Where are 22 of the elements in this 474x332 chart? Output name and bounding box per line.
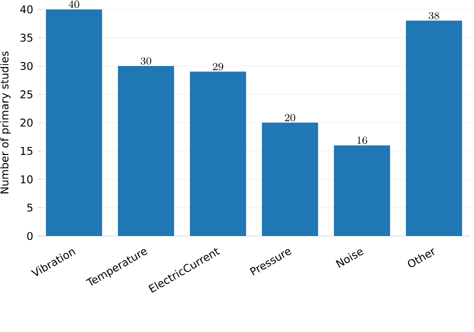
y-tick-label: 25 [20, 90, 32, 98]
y-tick-label: 0 [27, 232, 33, 240]
bar [118, 66, 174, 236]
data-label: 16 [357, 136, 368, 144]
bar [190, 72, 246, 236]
bar [334, 145, 390, 236]
y-axis-title: Number of primary studies [0, 51, 11, 194]
y-tick-label: 5 [27, 204, 32, 212]
data-label: 40 [68, 0, 80, 8]
y-tick-label: 40 [20, 5, 33, 14]
data-label: 30 [140, 57, 152, 65]
data-label: 29 [212, 62, 224, 70]
data-label: 38 [428, 12, 440, 20]
bar [406, 20, 462, 236]
bar [262, 122, 318, 236]
bar [46, 9, 102, 236]
y-tick-label: 20 [20, 118, 33, 127]
y-tick-label: 10 [20, 175, 33, 184]
y-tick-label: 15 [20, 147, 32, 155]
y-tick-label: 35 [20, 34, 32, 42]
y-tick-label: 30 [20, 62, 33, 70]
data-label: 20 [284, 114, 296, 122]
